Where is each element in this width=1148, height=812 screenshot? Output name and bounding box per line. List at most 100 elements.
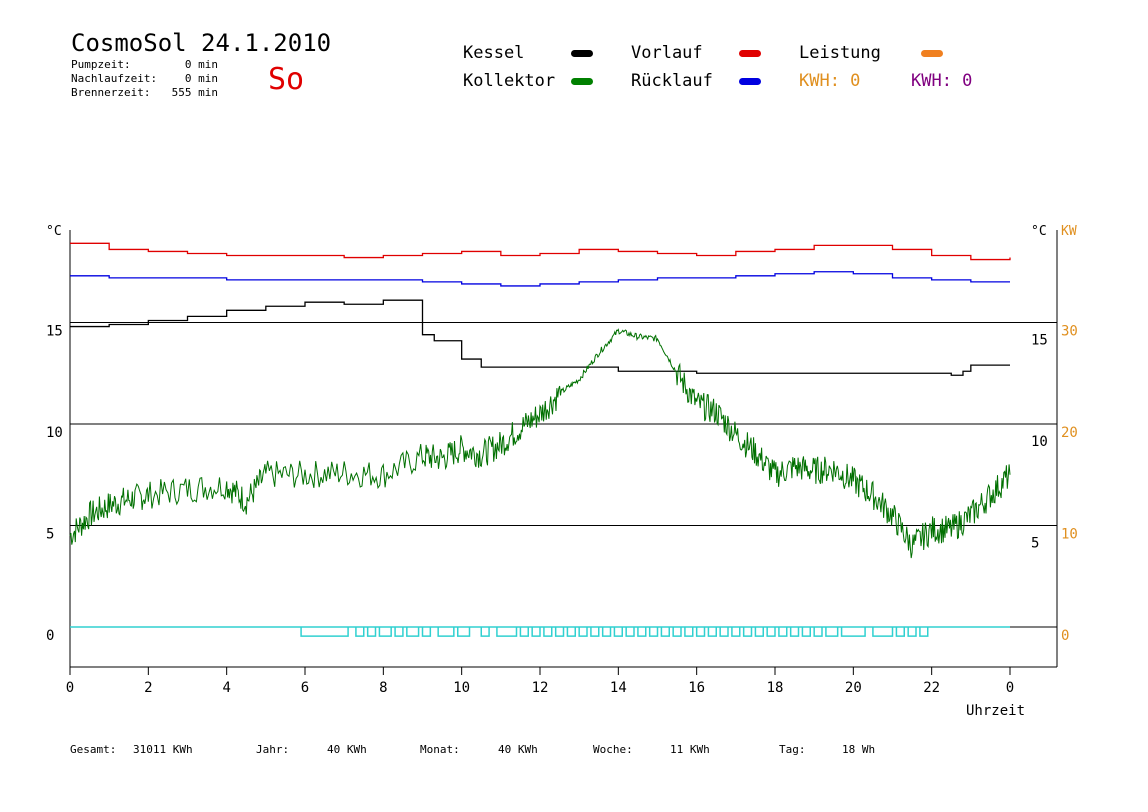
leistung-pulse: [707, 627, 717, 637]
y-right-kw-tick-label: 0: [1061, 628, 1069, 644]
footer-monat-value: 40 KWh: [498, 743, 538, 756]
leistung-pulse: [660, 627, 670, 637]
leistung-pulse: [394, 627, 404, 637]
day-label: So: [268, 62, 304, 97]
legend-kwh-other: KWH: 0: [911, 71, 972, 91]
stat-value-pumpzeit: 0 min: [185, 58, 218, 71]
leistung-pulse: [754, 627, 764, 637]
legend-kollektor-swatch: [571, 78, 593, 85]
leistung-pulse: [684, 627, 694, 637]
y-left-unit: °C: [46, 224, 62, 239]
stat-value-brennerzeit: 555 min: [172, 86, 218, 99]
legend-kessel-label: Kessel: [463, 43, 524, 63]
leistung-pulse: [421, 627, 432, 637]
leistung-pulse: [531, 627, 541, 637]
leistung-pulse: [378, 627, 392, 637]
stat-label-brennerzeit: Brennerzeit:: [71, 86, 150, 99]
axes: [69, 230, 1058, 668]
footer-monat-label: Monat:: [420, 743, 460, 756]
leistung-pulse: [457, 627, 471, 637]
x-tick-label: 0: [66, 680, 74, 696]
y-right-kw-tick-label: 30: [1061, 324, 1078, 340]
leistung-pulse: [789, 627, 800, 637]
leistung-pulse: [825, 627, 839, 637]
leistung-pulse: [719, 627, 729, 637]
x-tick-label: 4: [222, 680, 230, 696]
leistung-pulse: [840, 627, 866, 637]
x-tick-label: 16: [688, 680, 705, 696]
series-line-kollektor: [69, 328, 1011, 559]
leistung-pulse: [778, 627, 788, 637]
leistung-pulse: [648, 627, 659, 637]
leistung-pulse: [480, 627, 490, 637]
x-tick-label: 12: [532, 680, 549, 696]
legend-kollektor-label: Kollektor: [463, 71, 555, 91]
leistung-pulse: [731, 627, 741, 637]
legend-vorlauf-label: Vorlauf: [631, 43, 703, 63]
legend-ruecklauf-label: Rücklauf: [631, 71, 713, 91]
footer-woche-label: Woche:: [593, 743, 633, 756]
leistung-pulse: [496, 627, 518, 637]
leistung-pulse: [637, 627, 647, 637]
legend-kessel-swatch: [571, 50, 593, 57]
legend-kwh-solar: KWH: 0: [799, 71, 860, 91]
leistung-pulse: [590, 627, 600, 637]
x-tick-label: 8: [379, 680, 387, 696]
footer-jahr-value: 40 KWh: [327, 743, 367, 756]
y-left-tick-label: 0: [46, 628, 54, 644]
leistung-pulse: [300, 627, 349, 637]
leistung-pulse: [766, 627, 776, 637]
leistung-pulse: [613, 627, 623, 637]
leistung-pulse: [437, 627, 455, 637]
series-line-rcklauf: [70, 271, 1010, 287]
leistung-pulse: [543, 627, 553, 637]
leistung-pulse: [366, 627, 377, 637]
gridlines: [70, 322, 1057, 628]
footer-totals: Gesamt: 31011 KWh Jahr: 40 KWh Monat: 40…: [70, 743, 875, 756]
y-right-kw-tick-label: 20: [1061, 425, 1078, 441]
y-right-tick-label: 10: [1031, 434, 1048, 450]
stat-label-nachlaufzeit: Nachlaufzeit:: [71, 72, 157, 85]
x-tick-label: 0: [1006, 680, 1014, 696]
y-right-kw-unit: KW: [1061, 224, 1077, 239]
leistung-pulse: [601, 627, 612, 637]
leistung-pulse: [872, 627, 894, 637]
footer-woche-value: 11 KWh: [670, 743, 710, 756]
x-axis-label: Uhrzeit: [966, 703, 1025, 719]
x-tick-label: 14: [610, 680, 627, 696]
footer-tag-value: 18 Wh: [842, 743, 875, 756]
x-tick-label: 2: [144, 680, 152, 696]
x-tick-label: 18: [767, 680, 784, 696]
leistung-series: [70, 626, 1010, 637]
leistung-pulse: [801, 627, 811, 637]
leistung-pulse: [742, 627, 753, 637]
legend-leistung-label: Leistung: [799, 43, 881, 63]
series-line-kessel: [70, 299, 1010, 376]
legend-ruecklauf-swatch: [739, 78, 761, 85]
footer-gesamt-value: 31011 KWh: [133, 743, 193, 756]
leistung-pulse: [907, 627, 917, 637]
series-lines: [69, 242, 1011, 559]
x-tick-label: 6: [301, 680, 309, 696]
footer-tag-label: Tag:: [779, 743, 806, 756]
legend-vorlauf-swatch: [739, 50, 761, 57]
y-right-tick-label: 15: [1031, 333, 1048, 349]
stat-value-nachlaufzeit: 0 min: [185, 72, 218, 85]
leistung-pulse: [355, 627, 365, 637]
footer-gesamt-label: Gesamt:: [70, 743, 116, 756]
leistung-pulse: [695, 627, 706, 637]
stat-label-pumpzeit: Pumpzeit:: [71, 58, 131, 71]
leistung-pulse: [625, 627, 635, 637]
y-left-tick-label: 10: [46, 425, 63, 441]
leistung-pulse: [895, 627, 905, 637]
y-right-kw-tick-label: 10: [1061, 527, 1078, 543]
leistung-pulse: [519, 627, 529, 637]
x-tick-label: 10: [453, 680, 470, 696]
leistung-pulse: [554, 627, 565, 637]
leistung-pulse: [672, 627, 682, 637]
x-tick-label: 20: [845, 680, 862, 696]
leistung-pulse: [566, 627, 576, 637]
y-right-tick-label: 5: [1031, 536, 1039, 552]
series-line-vorlauf: [70, 242, 1011, 261]
leistung-pulse: [578, 627, 588, 637]
